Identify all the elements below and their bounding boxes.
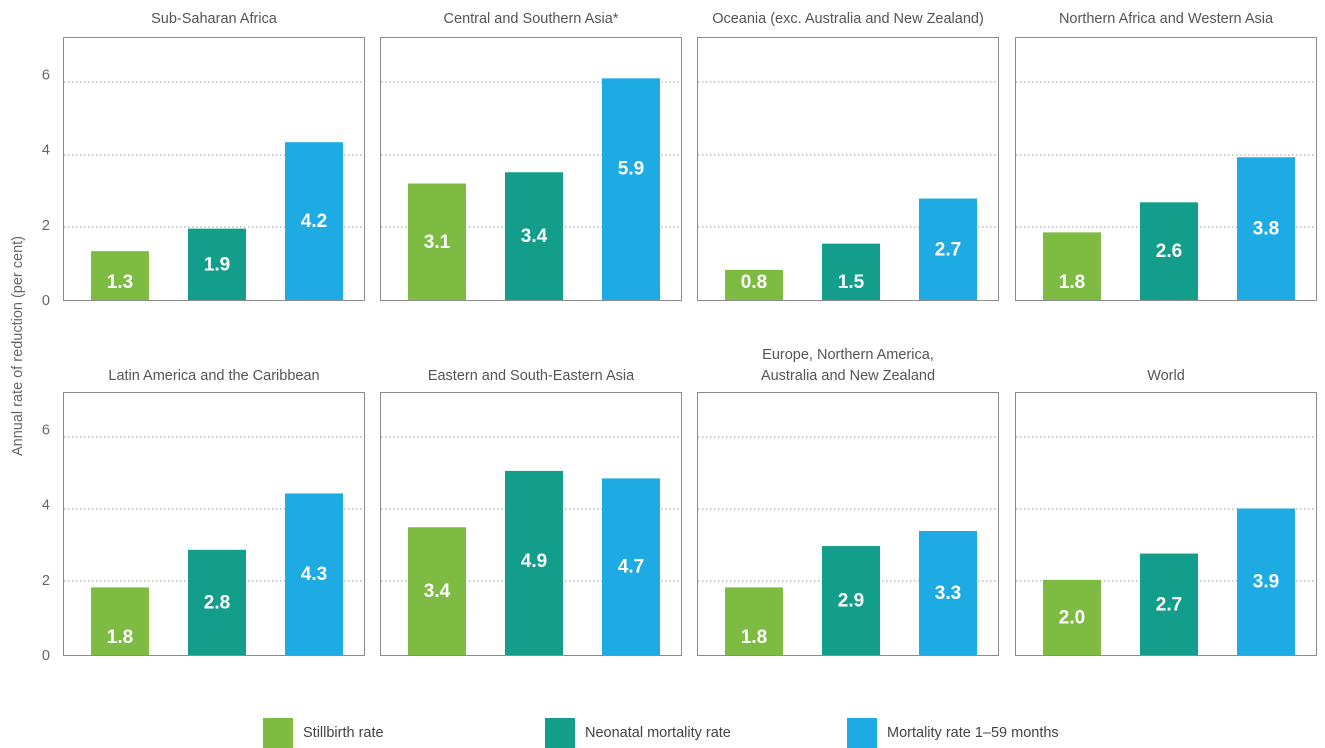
bar-label-latin-america-and-the-caribbean-stillbirth-rate: 1.8 bbox=[107, 627, 133, 648]
panel-title-world: World bbox=[1147, 368, 1185, 384]
bar-central-and-southern-asia-neonatal-mortality-rate bbox=[505, 172, 563, 300]
bar-label-latin-america-and-the-caribbean-mortality-rate-1-59-months: 4.3 bbox=[301, 564, 327, 585]
bar-eastern-and-south-eastern-asia-mortality-rate-1-59-months bbox=[602, 478, 660, 655]
y-tick-label-row2-0: 0 bbox=[42, 648, 50, 664]
bar-northern-africa-and-western-asia-stillbirth-rate bbox=[1043, 232, 1101, 300]
y-tick-label-row2-2: 2 bbox=[42, 573, 50, 589]
panel-title-oceania-exc-australia-and-new-zealand: Oceania (exc. Australia and New Zealand) bbox=[712, 11, 984, 27]
y-tick-label-row1-6: 6 bbox=[42, 68, 50, 84]
bar-world-neonatal-mortality-rate bbox=[1140, 553, 1198, 655]
legend-item-stillbirth: Stillbirth rate bbox=[263, 718, 384, 748]
legend-label-stillbirth: Stillbirth rate bbox=[303, 725, 384, 741]
bar-latin-america-and-the-caribbean-neonatal-mortality-rate bbox=[188, 549, 246, 655]
bar-oceania-exc-australia-and-new-zealand-mortality-rate-1-59-months bbox=[919, 198, 977, 300]
bar-northern-africa-and-western-asia-neonatal-mortality-rate bbox=[1140, 202, 1198, 300]
legend-label-neonatal: Neonatal mortality rate bbox=[585, 725, 731, 741]
bar-label-europe-northern-america-australia-and-new-zealand-stillbirth-rate: 1.8 bbox=[741, 627, 767, 648]
bar-label-oceania-exc-australia-and-new-zealand-stillbirth-rate: 0.8 bbox=[741, 272, 767, 293]
bar-eastern-and-south-eastern-asia-stillbirth-rate bbox=[408, 527, 466, 655]
bar-label-northern-africa-and-western-asia-mortality-rate-1-59-months: 3.8 bbox=[1253, 219, 1279, 240]
bar-eastern-and-south-eastern-asia-neonatal-mortality-rate bbox=[505, 470, 563, 655]
bar-label-eastern-and-south-eastern-asia-mortality-rate-1-59-months: 4.7 bbox=[618, 557, 644, 578]
legend: Stillbirth rate Neonatal mortality rate … bbox=[0, 718, 1325, 748]
panel-title-northern-africa-and-western-asia: Northern Africa and Western Asia bbox=[1059, 11, 1274, 27]
bar-europe-northern-america-australia-and-new-zealand-mortality-rate-1-59-months bbox=[919, 531, 977, 655]
legend-item-neonatal: Neonatal mortality rate bbox=[545, 718, 731, 748]
bar-world-stillbirth-rate bbox=[1043, 579, 1101, 655]
legend-swatch-neonatal bbox=[545, 718, 575, 748]
bar-sub-saharan-africa-mortality-rate-1-59-months bbox=[285, 142, 343, 300]
panel-title-latin-america-and-the-caribbean: Latin America and the Caribbean bbox=[108, 368, 319, 384]
bar-central-and-southern-asia-mortality-rate-1-59-months bbox=[602, 78, 660, 300]
bar-label-central-and-southern-asia-neonatal-mortality-rate: 3.4 bbox=[521, 226, 548, 247]
bar-label-europe-northern-america-australia-and-new-zealand-neonatal-mortality-rate: 2.9 bbox=[838, 591, 864, 612]
bar-label-world-mortality-rate-1-59-months: 3.9 bbox=[1253, 572, 1279, 593]
y-axis-label: Annual rate of reduction (per cent) bbox=[10, 236, 26, 456]
y-tick-label-row2-6: 6 bbox=[42, 423, 50, 439]
bar-label-eastern-and-south-eastern-asia-neonatal-mortality-rate: 4.9 bbox=[521, 551, 547, 572]
bar-label-world-stillbirth-rate: 2.0 bbox=[1059, 607, 1085, 628]
bar-label-northern-africa-and-western-asia-stillbirth-rate: 1.8 bbox=[1059, 272, 1085, 293]
bar-label-oceania-exc-australia-and-new-zealand-neonatal-mortality-rate: 1.5 bbox=[838, 272, 865, 293]
bar-label-sub-saharan-africa-neonatal-mortality-rate: 1.9 bbox=[204, 254, 230, 275]
legend-item-mortality-1-59: Mortality rate 1–59 months bbox=[847, 718, 1059, 748]
legend-swatch-stillbirth bbox=[263, 718, 293, 748]
bar-latin-america-and-the-caribbean-stillbirth-rate bbox=[91, 587, 149, 655]
bar-label-central-and-southern-asia-mortality-rate-1-59-months: 5.9 bbox=[618, 158, 644, 179]
bar-oceania-exc-australia-and-new-zealand-stillbirth-rate bbox=[725, 269, 783, 300]
panel-title-europe-northern-america-australia-and-new-zealand-line1: Europe, Northern America, bbox=[762, 347, 934, 363]
bar-label-central-and-southern-asia-stillbirth-rate: 3.1 bbox=[424, 232, 451, 253]
panel-title-sub-saharan-africa: Sub-Saharan Africa bbox=[151, 11, 278, 27]
bar-label-oceania-exc-australia-and-new-zealand-mortality-rate-1-59-months: 2.7 bbox=[935, 239, 961, 260]
bar-sub-saharan-africa-stillbirth-rate bbox=[91, 251, 149, 300]
legend-swatch-mortality-1-59 bbox=[847, 718, 877, 748]
bar-europe-northern-america-australia-and-new-zealand-stillbirth-rate bbox=[725, 587, 783, 655]
y-tick-label-row2-4: 4 bbox=[42, 498, 50, 514]
bar-label-sub-saharan-africa-stillbirth-rate: 1.3 bbox=[107, 272, 133, 293]
legend-label-mortality-1-59: Mortality rate 1–59 months bbox=[887, 725, 1059, 741]
bar-sub-saharan-africa-neonatal-mortality-rate bbox=[188, 228, 246, 300]
bar-world-mortality-rate-1-59-months bbox=[1237, 508, 1295, 655]
bar-northern-africa-and-western-asia-mortality-rate-1-59-months bbox=[1237, 157, 1295, 300]
bar-label-eastern-and-south-eastern-asia-stillbirth-rate: 3.4 bbox=[424, 581, 451, 602]
bar-latin-america-and-the-caribbean-mortality-rate-1-59-months bbox=[285, 493, 343, 655]
panel-title-eastern-and-south-eastern-asia: Eastern and South-Eastern Asia bbox=[428, 368, 635, 384]
bar-label-world-neonatal-mortality-rate: 2.7 bbox=[1156, 594, 1182, 615]
panel-title-central-and-southern-asia: Central and Southern Asia* bbox=[444, 11, 619, 27]
bar-label-sub-saharan-africa-mortality-rate-1-59-months: 4.2 bbox=[301, 211, 327, 232]
panel-title-europe-northern-america-australia-and-new-zealand-line2: Australia and New Zealand bbox=[761, 368, 935, 384]
bar-label-northern-africa-and-western-asia-neonatal-mortality-rate: 2.6 bbox=[1156, 241, 1182, 262]
y-tick-label-row1-2: 2 bbox=[42, 218, 50, 234]
y-tick-label-row1-4: 4 bbox=[42, 143, 50, 159]
bar-oceania-exc-australia-and-new-zealand-neonatal-mortality-rate bbox=[822, 243, 880, 300]
bar-label-europe-northern-america-australia-and-new-zealand-mortality-rate-1-59-months: 3.3 bbox=[935, 583, 961, 604]
bar-label-latin-america-and-the-caribbean-neonatal-mortality-rate: 2.8 bbox=[204, 592, 230, 613]
bar-central-and-southern-asia-stillbirth-rate bbox=[408, 183, 466, 300]
y-tick-label-row1-0: 0 bbox=[42, 293, 50, 309]
bar-europe-northern-america-australia-and-new-zealand-neonatal-mortality-rate bbox=[822, 546, 880, 655]
